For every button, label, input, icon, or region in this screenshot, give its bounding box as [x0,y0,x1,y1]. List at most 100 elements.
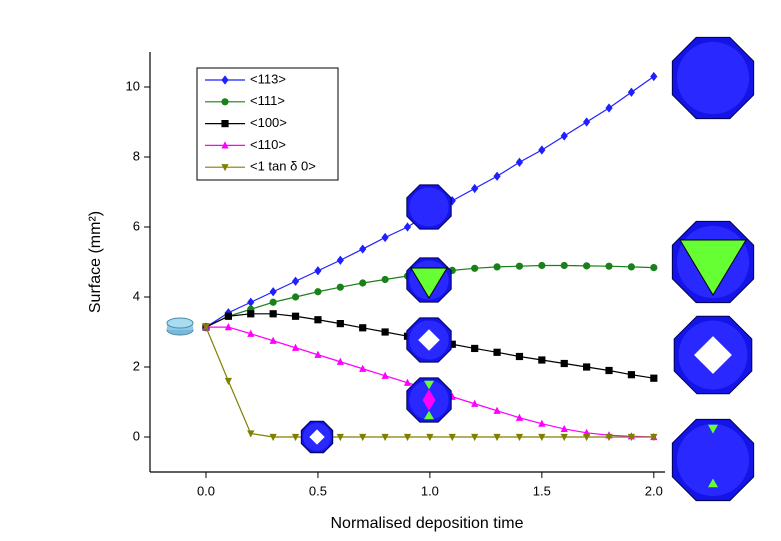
legend-label: <111> [250,93,285,108]
point [627,371,636,379]
legend-marker [221,75,229,85]
point [515,157,524,167]
crystal-face [679,239,747,296]
point [471,264,479,272]
crystal-face [708,424,718,434]
y-tick-label: 6 [133,218,140,233]
point [538,419,546,427]
legend-label: <100> [250,115,287,130]
point [381,232,389,243]
point [269,298,277,306]
point [560,433,568,442]
legend-label: <1 tan δ 0> [250,159,316,174]
crystal-shapes [166,317,194,336]
point [471,399,479,407]
x-tick-label: 0.0 [197,483,215,498]
point [583,433,591,442]
point [493,263,501,271]
point [336,357,344,365]
y-tick-label: 8 [133,148,140,163]
crystal-face [409,187,449,227]
point [426,433,434,442]
point [560,424,568,433]
point [538,145,546,155]
y-tick-label: 0 [133,428,140,443]
point [291,343,300,351]
point [381,433,389,442]
point [359,279,367,287]
y-tick-label: 10 [126,78,140,93]
x-tick-label: 1.0 [421,483,439,498]
crystal-face [422,389,436,411]
point [291,433,300,442]
point [515,413,524,421]
point [336,433,344,442]
point [448,433,456,442]
point [471,183,479,194]
point [247,329,255,337]
crystal-face [676,41,750,115]
point [224,377,232,386]
point [403,378,412,386]
point [224,323,232,331]
crystal-face [694,336,732,374]
x-tick-label: 0.5 [309,483,327,498]
point [627,87,636,97]
crystal-face [424,410,434,420]
point [247,310,255,318]
crystal-face [708,478,718,488]
point [583,262,591,270]
point [269,336,277,344]
crystal-face [309,429,325,445]
point [269,310,277,318]
point [650,71,658,82]
point [605,433,613,442]
x-tick-label: 2.0 [645,483,663,498]
point [471,433,479,442]
point [493,433,501,442]
crystal-face [424,380,434,390]
point [359,324,367,332]
point [359,244,367,254]
point [605,366,613,375]
crystal-face [418,329,440,351]
point [336,255,344,265]
point [627,263,636,271]
point [247,430,255,438]
point [650,433,658,442]
point [471,344,479,353]
point [560,261,568,270]
point [336,283,344,291]
point [515,352,524,361]
point [314,266,322,276]
legend-label: <113> [250,71,286,86]
point [583,117,591,127]
point [314,350,322,358]
point [291,276,300,286]
point [515,262,524,270]
legend-marker [221,98,229,106]
point [269,433,277,442]
point [314,316,322,324]
y-tick-label: 4 [133,288,140,303]
point [538,433,546,442]
point [314,288,322,296]
x-tick-label: 1.5 [533,483,551,498]
point [650,264,658,272]
point [381,275,389,284]
point [627,433,636,442]
x-axis-label: Normalised deposition time [331,515,524,532]
point [269,287,277,297]
point [650,374,658,382]
legend-marker [221,141,229,149]
point [560,359,568,368]
point [247,297,255,307]
crystal-face [676,423,750,497]
point [403,222,412,232]
crystal-face [410,267,448,299]
point [291,293,300,301]
legend-label: <110> [250,137,286,152]
point [605,262,613,270]
point [493,171,501,181]
